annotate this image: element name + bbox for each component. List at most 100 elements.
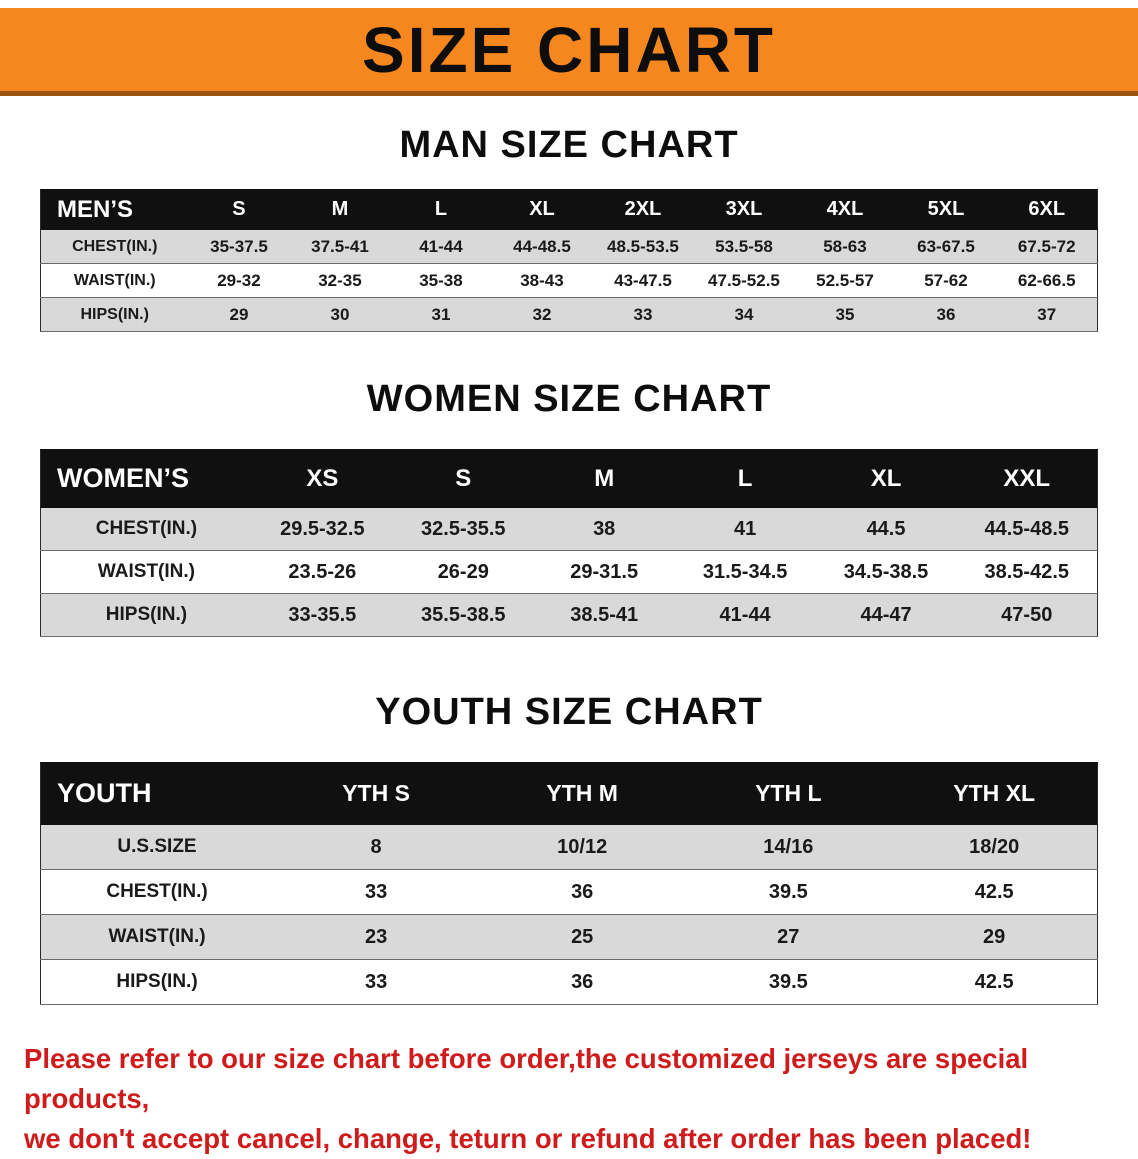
size-value-cell: 44-47	[815, 593, 957, 637]
size-value-cell: 58-63	[794, 229, 896, 264]
table-corner-label: WOMEN’S	[40, 449, 252, 508]
size-value-cell: 42.5	[891, 959, 1098, 1005]
size-value-cell: 27	[685, 914, 892, 960]
size-value-cell: 63-67.5	[895, 229, 997, 264]
size-value-cell: 33	[273, 869, 480, 915]
size-value-cell: 34.5-38.5	[815, 550, 957, 594]
size-column-header: YTH M	[479, 762, 686, 825]
size-column-header: XXL	[956, 449, 1098, 508]
size-column-header: XS	[251, 449, 393, 508]
table-corner-label: YOUTH	[40, 762, 274, 825]
measurement-row: WAIST(IN.) 23 25 27 29	[40, 914, 1098, 960]
size-value-cell: 25	[479, 914, 686, 960]
size-value-cell: 29.5-32.5	[251, 507, 393, 551]
size-value-cell: 44-48.5	[491, 229, 593, 264]
youth-section-heading: YOUTH SIZE CHART	[375, 691, 763, 733]
size-value-cell: 31.5-34.5	[674, 550, 816, 594]
size-value-cell: 39.5	[685, 959, 892, 1005]
size-value-cell: 37	[996, 297, 1098, 332]
size-value-cell: 38.5-42.5	[956, 550, 1098, 594]
size-column-header: M	[533, 449, 675, 508]
disclaimer-line-1: Please refer to our size chart before or…	[24, 1043, 1029, 1114]
size-value-cell: 42.5	[891, 869, 1098, 915]
disclaimer-line-2: we don't accept cancel, change, teturn o…	[24, 1122, 1032, 1154]
size-value-cell: 35	[794, 297, 896, 332]
size-value-cell: 29-32	[188, 263, 290, 298]
size-value-cell: 31	[390, 297, 492, 332]
size-column-header: L	[674, 449, 816, 508]
size-column-header: 5XL	[895, 189, 997, 230]
measurement-row-label: HIPS(IN.)	[40, 297, 189, 332]
size-value-cell: 32-35	[289, 263, 391, 298]
size-value-cell: 33-35.5	[251, 593, 393, 637]
size-column-header: L	[390, 189, 492, 230]
measurement-row: HIPS(IN.) 33 36 39.5 42.5	[40, 959, 1098, 1005]
measurement-row: CHEST(IN.) 29.5-32.5 32.5-35.5 38 41 44.5 44.5…	[40, 507, 1098, 551]
size-value-cell: 36	[479, 959, 686, 1005]
size-value-cell: 67.5-72	[996, 229, 1098, 264]
measurement-row-label: HIPS(IN.)	[40, 593, 252, 637]
size-value-cell: 10/12	[479, 824, 686, 870]
measurement-row-label: CHEST(IN.)	[40, 869, 274, 915]
size-value-cell: 47-50	[956, 593, 1098, 637]
size-value-cell: 41-44	[390, 229, 492, 264]
size-value-cell: 18/20	[891, 824, 1098, 870]
size-column-header: S	[392, 449, 534, 508]
size-column-header: M	[289, 189, 391, 230]
size-value-cell: 39.5	[685, 869, 892, 915]
size-value-cell: 26-29	[392, 550, 534, 594]
size-value-cell: 33	[273, 959, 480, 1005]
size-column-header: 6XL	[996, 189, 1098, 230]
size-column-header: YTH L	[685, 762, 892, 825]
size-value-cell: 53.5-58	[693, 229, 795, 264]
measurement-row: CHEST(IN.) 35-37.5 37.5-41 41-44 44-48.5 48.5…	[40, 229, 1098, 264]
size-value-cell: 47.5-52.5	[693, 263, 795, 298]
disclaimer-text: Please refer to our size chart before or…	[24, 1039, 1114, 1159]
size-value-cell: 38.5-41	[533, 593, 675, 637]
size-value-cell: 35-37.5	[188, 229, 290, 264]
measurement-row: WAIST(IN.) 29-32 32-35 35-38 38-43 43-47.5 47.…	[40, 263, 1098, 298]
measurement-row-label: WAIST(IN.)	[40, 914, 274, 960]
size-value-cell: 29	[891, 914, 1098, 960]
measurement-row-label: WAIST(IN.)	[40, 550, 252, 594]
measurement-row-label: HIPS(IN.)	[40, 959, 274, 1005]
size-value-cell: 29-31.5	[533, 550, 675, 594]
size-value-cell: 36	[479, 869, 686, 915]
size-value-cell: 32	[491, 297, 593, 332]
table-header-row: YOUTH YTH S YTH M YTH L YTH XL	[40, 762, 1098, 825]
measurement-row-label: U.S.SIZE	[40, 824, 274, 870]
measurement-row: WAIST(IN.) 23.5-26 26-29 29-31.5 31.5-34.5 34…	[40, 550, 1098, 594]
measurement-row: HIPS(IN.) 33-35.5 35.5-38.5 38.5-41 41-44 44-…	[40, 593, 1098, 637]
size-value-cell: 43-47.5	[592, 263, 694, 298]
measurement-row: U.S.SIZE 8 10/12 14/16 18/20	[40, 824, 1098, 870]
measurement-row-label: CHEST(IN.)	[40, 229, 189, 264]
size-chart-banner: SIZE CHART	[0, 8, 1138, 96]
men-size-table: MEN’S S M L XL 2XL 3XL 4XL 5XL 6XL CHEST(IN.) 35-37…	[40, 189, 1098, 332]
size-value-cell: 35-38	[390, 263, 492, 298]
table-corner-label: MEN’S	[40, 189, 189, 230]
size-value-cell: 44.5-48.5	[956, 507, 1098, 551]
size-value-cell: 8	[273, 824, 480, 870]
size-value-cell: 41-44	[674, 593, 816, 637]
women-section-heading: WOMEN SIZE CHART	[366, 378, 772, 420]
size-value-cell: 37.5-41	[289, 229, 391, 264]
size-column-header: 3XL	[693, 189, 795, 230]
size-value-cell: 33	[592, 297, 694, 332]
measurement-row: CHEST(IN.) 33 36 39.5 42.5	[40, 869, 1098, 915]
size-column-header: YTH XL	[891, 762, 1098, 825]
size-value-cell: 32.5-35.5	[392, 507, 534, 551]
measurement-row-label: WAIST(IN.)	[40, 263, 189, 298]
men-section-heading: MAN SIZE CHART	[399, 124, 739, 166]
size-column-header: 2XL	[592, 189, 694, 230]
size-value-cell: 38	[533, 507, 675, 551]
size-value-cell: 57-62	[895, 263, 997, 298]
size-value-cell: 35.5-38.5	[392, 593, 534, 637]
size-value-cell: 62-66.5	[996, 263, 1098, 298]
size-value-cell: 48.5-53.5	[592, 229, 694, 264]
youth-size-table: YOUTH YTH S YTH M YTH L YTH XL U.S.SIZE 8 10/12…	[40, 762, 1098, 1005]
size-value-cell: 41	[674, 507, 816, 551]
table-header-row: MEN’S S M L XL 2XL 3XL 4XL 5XL 6XL	[40, 189, 1098, 230]
size-column-header: S	[188, 189, 290, 230]
size-value-cell: 44.5	[815, 507, 957, 551]
size-column-header: 4XL	[794, 189, 896, 230]
